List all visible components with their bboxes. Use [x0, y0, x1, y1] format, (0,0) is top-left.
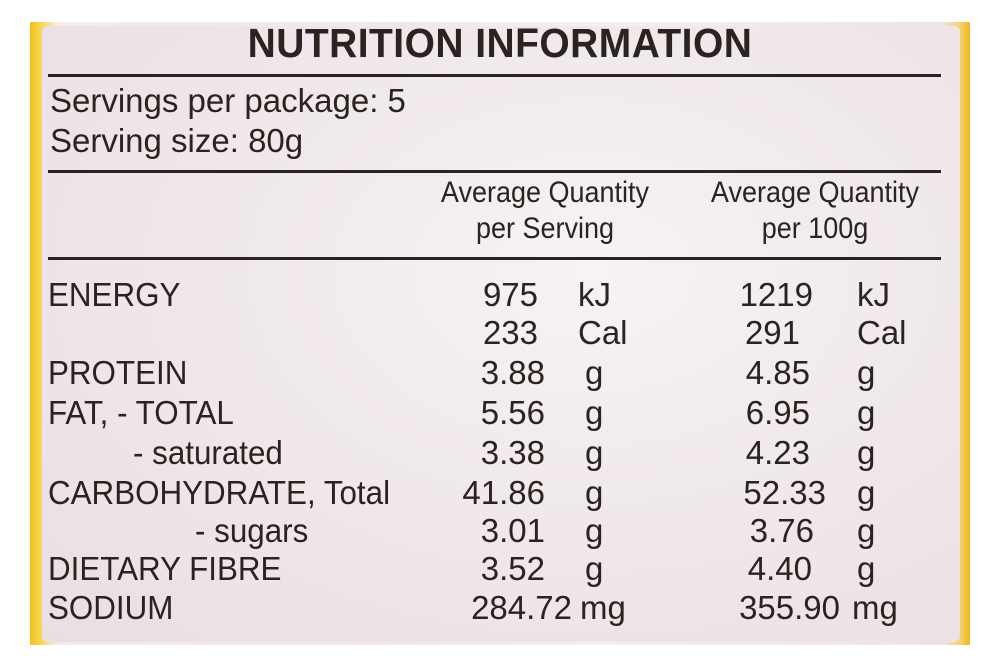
- per-100g-value: 52.33: [743, 474, 826, 511]
- per-serving-value: 233: [482, 314, 538, 351]
- per-100g-value: 6.95: [745, 394, 810, 431]
- per-100g-value: 291: [744, 314, 800, 351]
- column-header-per-serving: Average Quantity per Serving: [419, 175, 671, 247]
- nutrient-label: CARBOHYDRATE, Total: [48, 474, 391, 511]
- nutrient-label: FAT, - TOTAL: [48, 394, 234, 431]
- per-serving-value: 41.86: [462, 474, 545, 511]
- per-serving-value: 975: [482, 276, 538, 313]
- serving-size: Serving size: 80g: [50, 122, 304, 159]
- per-serving-unit: g: [585, 434, 604, 471]
- per-100g-value: 1219: [739, 276, 813, 313]
- per-100g-unit: g: [857, 434, 876, 471]
- title-divider: [48, 74, 941, 77]
- per-serving-unit: Cal: [578, 314, 628, 351]
- header-divider: [48, 257, 941, 260]
- serving-divider: [48, 170, 941, 173]
- per-serving-value: 3.38: [480, 434, 545, 471]
- per-100g-unit: g: [857, 550, 876, 587]
- per-serving-value: 3.52: [480, 550, 545, 587]
- per-serving-unit: g: [585, 512, 604, 549]
- nutrient-label: - saturated: [133, 434, 283, 471]
- header-line: Average Quantity: [710, 176, 920, 209]
- nutrition-title: NUTRITION INFORMATION: [247, 20, 753, 66]
- per-100g-value: 4.40: [747, 550, 812, 587]
- per-serving-unit: g: [585, 474, 604, 511]
- per-serving-unit: g: [585, 354, 604, 391]
- per-100g-unit: Cal: [857, 314, 907, 351]
- per-100g-unit: g: [857, 394, 876, 431]
- per-100g-value: 355.90: [739, 589, 840, 626]
- nutrition-label: [42, 26, 960, 642]
- column-header-per-100g: Average Quantity per 100g: [689, 175, 941, 247]
- servings-per-package: Servings per package: 5: [50, 82, 406, 119]
- per-100g-unit: kJ: [857, 276, 890, 313]
- per-100g-value: 4.23: [745, 434, 810, 471]
- per-serving-unit: g: [585, 394, 604, 431]
- per-100g-unit: g: [857, 354, 876, 391]
- nutrient-label: - sugars: [195, 512, 309, 549]
- header-line: Average Quantity: [440, 176, 650, 209]
- per-100g-unit: mg: [852, 589, 898, 626]
- per-serving-unit: kJ: [578, 276, 611, 313]
- per-serving-unit: mg: [580, 589, 626, 626]
- nutrient-label: ENERGY: [48, 276, 181, 313]
- per-serving-value: 5.56: [480, 394, 545, 431]
- nutrient-label: DIETARY FIBRE: [48, 550, 282, 587]
- per-100g-unit: g: [857, 474, 876, 511]
- header-line: per Serving: [475, 212, 615, 245]
- per-100g-value: 4.85: [745, 354, 810, 391]
- per-serving-value: 3.88: [480, 354, 545, 391]
- per-serving-value: 3.01: [480, 512, 545, 549]
- per-100g-value: 3.76: [749, 512, 814, 549]
- per-100g-unit: g: [857, 512, 876, 549]
- nutrient-label: PROTEIN: [48, 354, 188, 391]
- per-serving-unit: g: [585, 550, 604, 587]
- nutrient-label: SODIUM: [48, 589, 174, 626]
- per-serving-value: 284.72: [471, 589, 572, 626]
- header-line: per 100g: [761, 212, 869, 245]
